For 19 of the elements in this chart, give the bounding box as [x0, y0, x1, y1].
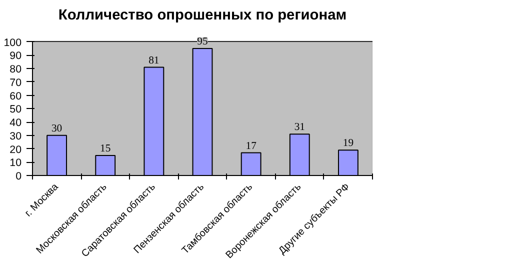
data-label: 19	[342, 138, 354, 150]
y-tick-label: 20	[10, 144, 22, 156]
y-tick-label: 70	[10, 76, 22, 89]
y-tick-label: 40	[10, 117, 22, 130]
y-tick-label: 10	[10, 157, 22, 170]
y-tick-label: 60	[10, 90, 22, 102]
y-tick-label: 50	[10, 104, 22, 116]
y-tick-label: 30	[10, 130, 22, 142]
data-label: 30	[51, 123, 62, 134]
chart-title: Колличество опрошенных по регионам	[58, 8, 347, 24]
data-label: 95	[197, 36, 208, 48]
y-tick-label: 0	[16, 170, 22, 182]
y-tick-label: 100	[4, 36, 22, 49]
data-label: 31	[294, 122, 305, 134]
y-tick-label: 90	[10, 50, 22, 62]
y-tick-label: 80	[10, 64, 22, 76]
data-label: 81	[148, 55, 160, 66]
data-label: 15	[100, 143, 111, 154]
data-label: 17	[246, 140, 258, 152]
